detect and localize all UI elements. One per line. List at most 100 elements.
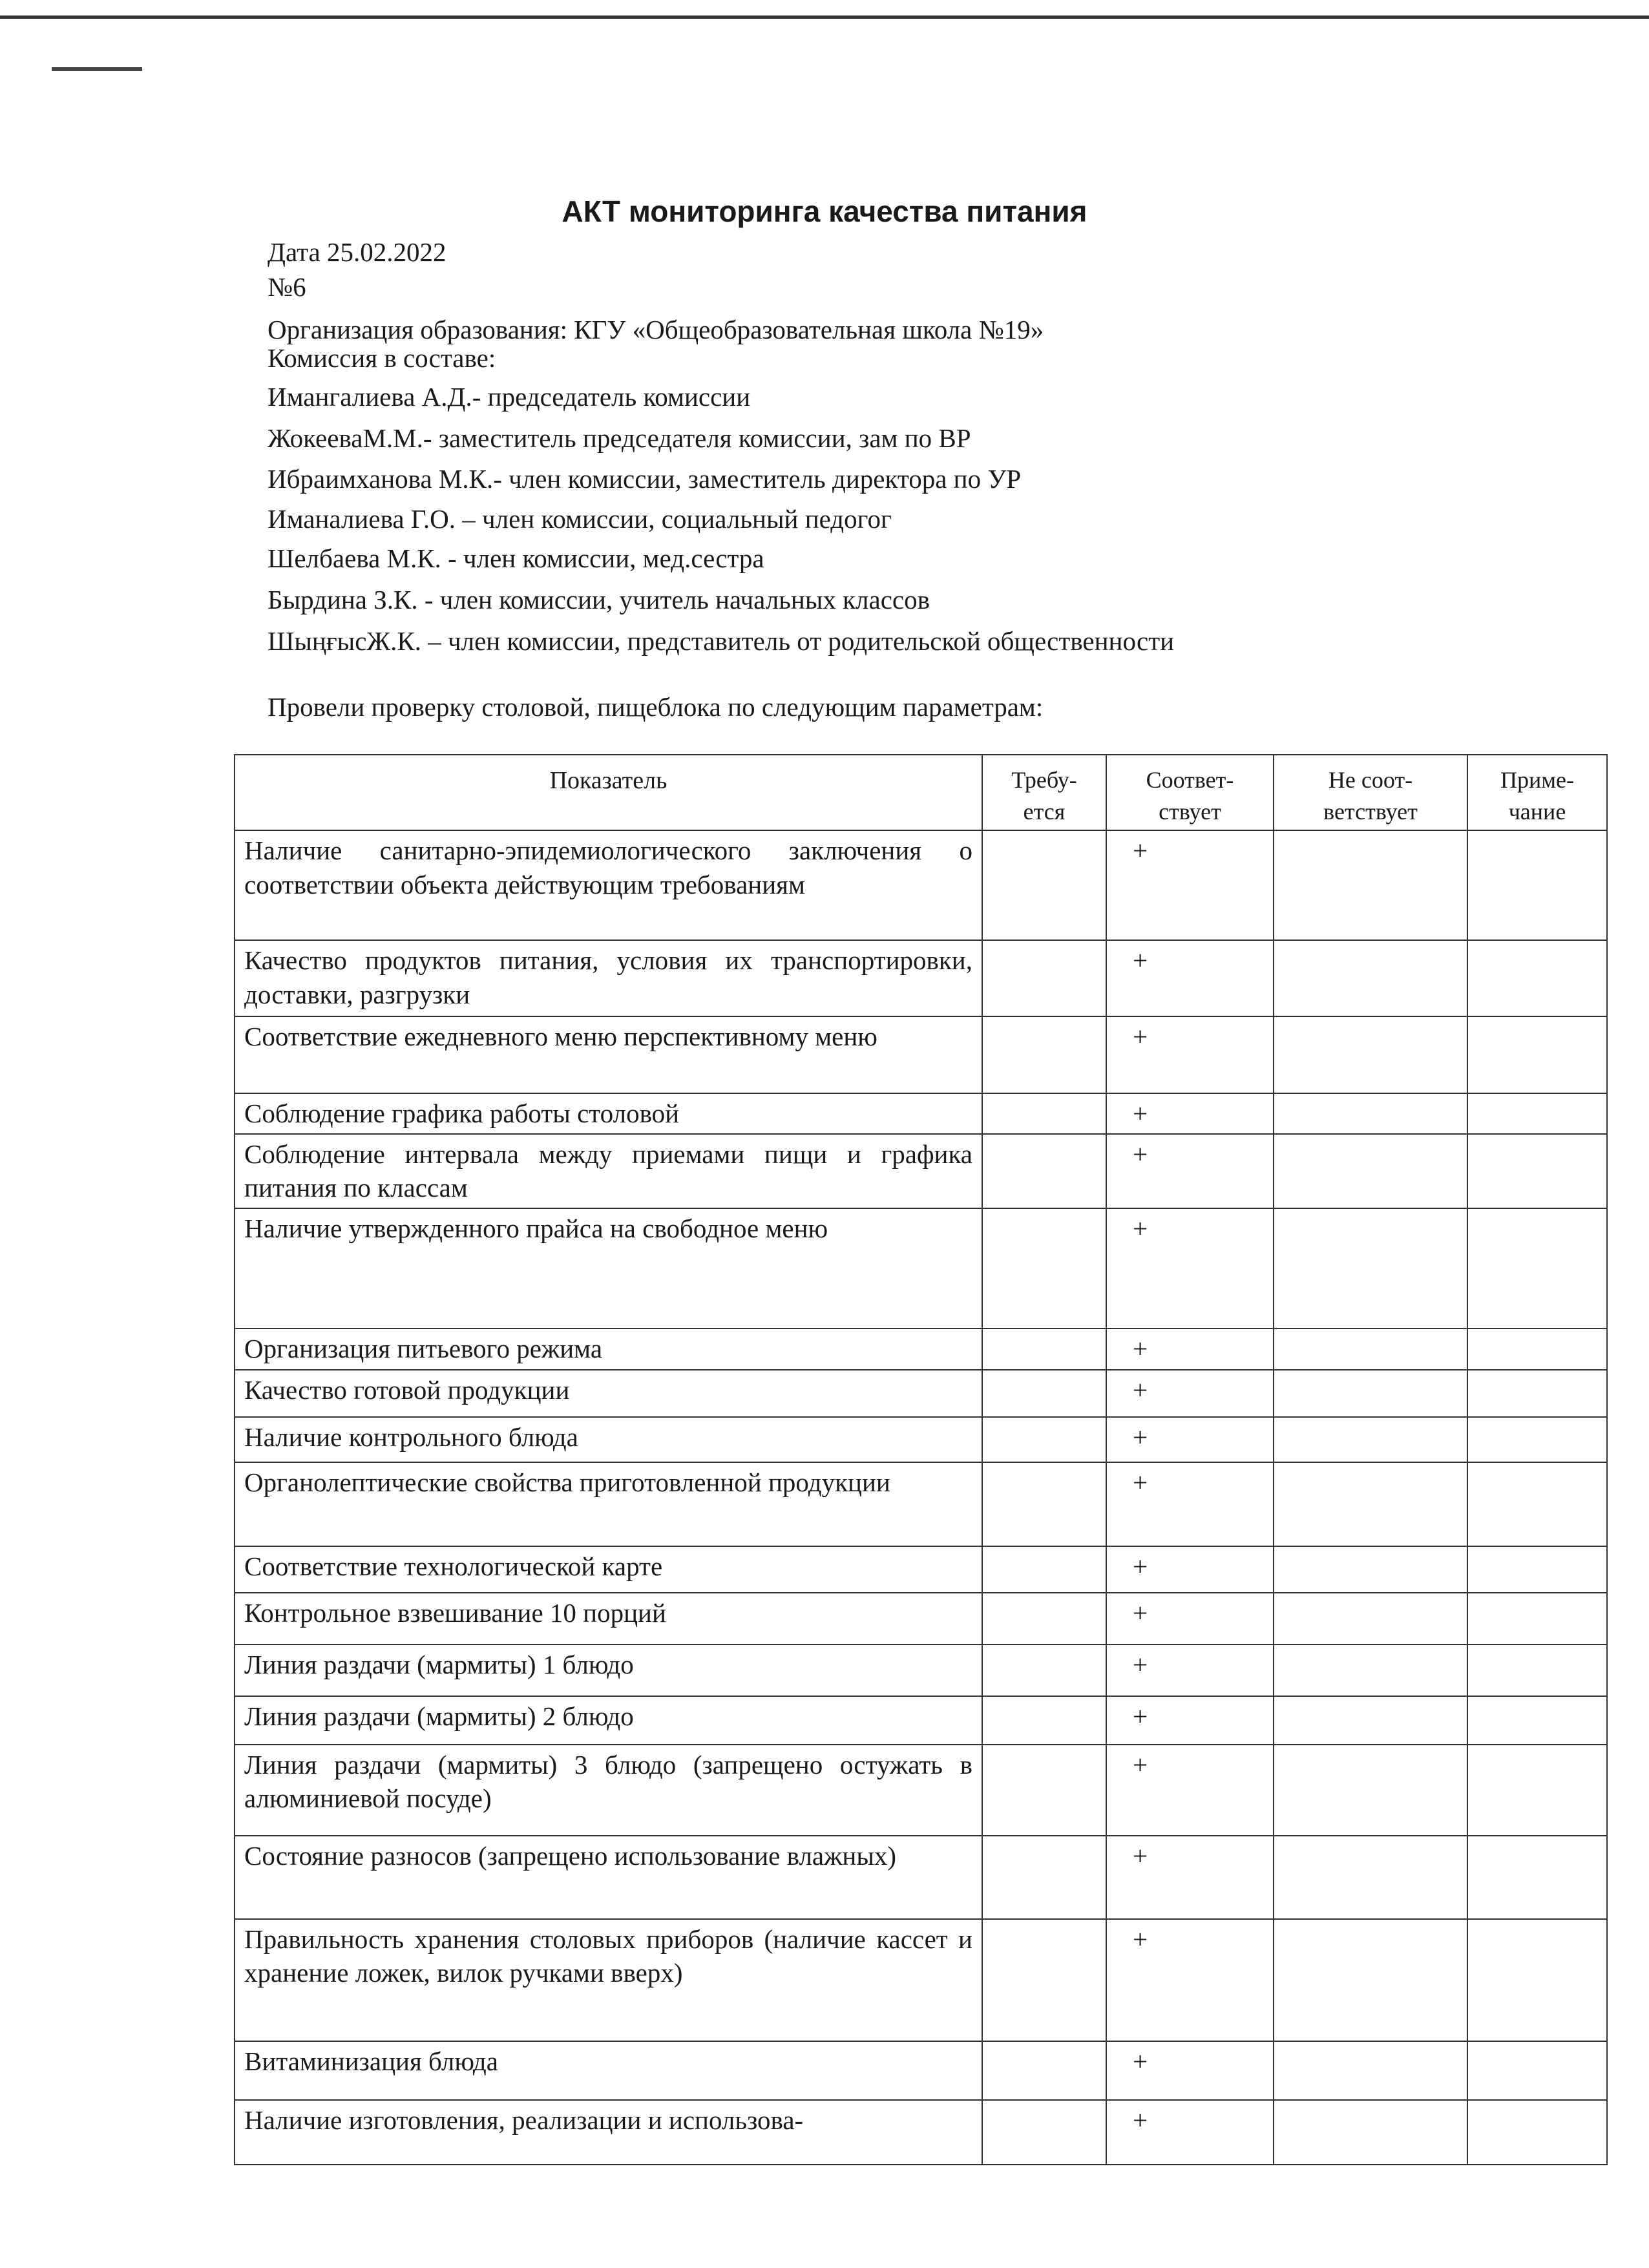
not-complies-cell	[1273, 1743, 1468, 1836]
note-cell	[1467, 1327, 1608, 1370]
table-row: Наличие контрольного блюда +	[234, 1416, 1608, 1463]
not-complies-cell	[1273, 1591, 1468, 1645]
not-complies-cell	[1273, 1416, 1468, 1463]
table-row: Организация питьевого режима +	[234, 1327, 1608, 1370]
table-row: Наличие санитарно-эпидемиологического за…	[234, 830, 1608, 941]
indicator-cell: Органолептические свойства приготовленно…	[234, 1461, 983, 1547]
indicator-cell: Организация питьевого режима	[234, 1327, 983, 1370]
complies-cell: +	[1106, 1695, 1274, 1745]
table-row: Наличие изготовления, реализации и испол…	[234, 2099, 1608, 2165]
complies-cell: +	[1106, 1016, 1274, 1095]
not-complies-cell	[1273, 1834, 1468, 1920]
not-complies-cell	[1273, 1545, 1468, 1593]
required-cell	[982, 2040, 1107, 2101]
document-title: АКТ мониторинга качества питания	[562, 194, 1087, 228]
note-cell	[1467, 1093, 1608, 1135]
note-cell	[1467, 2099, 1608, 2165]
complies-cell: +	[1106, 1369, 1274, 1418]
required-cell	[982, 940, 1107, 1018]
indicator-cell: Линия раздачи (мармиты) 3 блюдо (запреще…	[234, 1743, 983, 1836]
table-row: Органолептические свойства приготовленно…	[234, 1461, 1608, 1547]
required-cell	[982, 1093, 1107, 1135]
commission-label: Комиссия в составе:	[268, 343, 496, 373]
indicator-cell: Соблюдение графика работы столовой	[234, 1093, 983, 1135]
indicator-cell: Соответствие ежедневного меню перспектив…	[234, 1016, 983, 1095]
required-cell	[982, 1416, 1107, 1463]
complies-cell: +	[1106, 1834, 1274, 1920]
required-cell	[982, 1743, 1107, 1836]
required-cell	[982, 1834, 1107, 1920]
complies-cell: +	[1106, 1545, 1274, 1593]
required-cell	[982, 2099, 1107, 2165]
date-line: Дата 25.02.2022	[268, 237, 446, 267]
note-cell	[1467, 1591, 1608, 1645]
table-row: Линия раздачи (мармиты) 3 блюдо (запреще…	[234, 1743, 1608, 1836]
not-complies-cell	[1273, 830, 1468, 941]
commission-member: Ибраимханова М.К.- член комиссии, замест…	[268, 464, 1022, 494]
indicator-cell: Витаминизация блюда	[234, 2040, 983, 2101]
note-cell	[1467, 1643, 1608, 1697]
table-row: Соблюдение графика работы столовой +	[234, 1093, 1608, 1135]
not-complies-cell	[1273, 2099, 1468, 2165]
note-cell	[1467, 1695, 1608, 1745]
note-cell	[1467, 830, 1608, 941]
header-indicator: Показатель	[234, 753, 983, 832]
complies-cell: +	[1106, 1207, 1274, 1329]
note-cell	[1467, 940, 1608, 1018]
scan-mark	[52, 67, 142, 71]
table-row: Правильность хранения столовых приборов …	[234, 1918, 1608, 2042]
required-cell	[982, 1643, 1107, 1697]
note-cell	[1467, 1416, 1608, 1463]
required-cell	[982, 1918, 1107, 2042]
table-row: Качество готовой продукции +	[234, 1369, 1608, 1418]
indicator-cell: Правильность хранения столовых приборов …	[234, 1918, 983, 2042]
header-note: Приме-чание	[1467, 753, 1608, 832]
required-cell	[982, 830, 1107, 941]
not-complies-cell	[1273, 1643, 1468, 1697]
act-number: №6	[268, 272, 306, 302]
not-complies-cell	[1273, 1461, 1468, 1547]
note-cell	[1467, 1461, 1608, 1547]
required-cell	[982, 1545, 1107, 1593]
complies-cell: +	[1106, 1093, 1274, 1135]
not-complies-cell	[1273, 1207, 1468, 1329]
not-complies-cell	[1273, 1369, 1468, 1418]
table-row: Наличие утвержденного прайса на свободно…	[234, 1207, 1608, 1329]
organization: Организация образования: КГУ «Общеобразо…	[268, 315, 1044, 344]
scan-top-edge	[0, 16, 1649, 19]
complies-cell: +	[1106, 1918, 1274, 2042]
complies-cell: +	[1106, 1743, 1274, 1836]
not-complies-cell	[1273, 1093, 1468, 1135]
header-required: Требу-ется	[982, 753, 1107, 832]
not-complies-cell	[1273, 1016, 1468, 1095]
complies-cell: +	[1106, 1416, 1274, 1463]
required-cell	[982, 1369, 1107, 1418]
table-row: Соблюдение интервала между приемами пищи…	[234, 1133, 1608, 1209]
intro-text: Провели проверку столовой, пищеблока по …	[268, 692, 1044, 722]
note-cell	[1467, 1834, 1608, 1920]
indicator-cell: Состояние разносов (запрещено использова…	[234, 1834, 983, 1920]
complies-cell: +	[1106, 1327, 1274, 1370]
commission-member: ЖокееваМ.М.- заместитель председателя ко…	[268, 423, 971, 453]
indicator-cell: Линия раздачи (мармиты) 2 блюдо	[234, 1695, 983, 1745]
not-complies-cell	[1273, 1327, 1468, 1370]
note-cell	[1467, 1133, 1608, 1209]
required-cell	[982, 1016, 1107, 1095]
complies-cell: +	[1106, 1643, 1274, 1697]
complies-cell: +	[1106, 1591, 1274, 1645]
required-cell	[982, 1327, 1107, 1370]
complies-cell: +	[1106, 830, 1274, 941]
required-cell	[982, 1695, 1107, 1745]
table-row: Качество продуктов питания, условия их т…	[234, 940, 1608, 1018]
indicator-cell: Наличие изготовления, реализации и испол…	[234, 2099, 983, 2165]
note-cell	[1467, 1918, 1608, 2042]
table-row: Линия раздачи (мармиты) 2 блюдо +	[234, 1695, 1608, 1745]
indicator-cell: Качество готовой продукции	[234, 1369, 983, 1418]
note-cell	[1467, 1207, 1608, 1329]
complies-cell: +	[1106, 940, 1274, 1018]
not-complies-cell	[1273, 1918, 1468, 2042]
indicator-cell: Контрольное взвешивание 10 порций	[234, 1591, 983, 1645]
table-row: Контрольное взвешивание 10 порций +	[234, 1591, 1608, 1645]
complies-cell: +	[1106, 2040, 1274, 2101]
complies-cell: +	[1106, 2099, 1274, 2165]
